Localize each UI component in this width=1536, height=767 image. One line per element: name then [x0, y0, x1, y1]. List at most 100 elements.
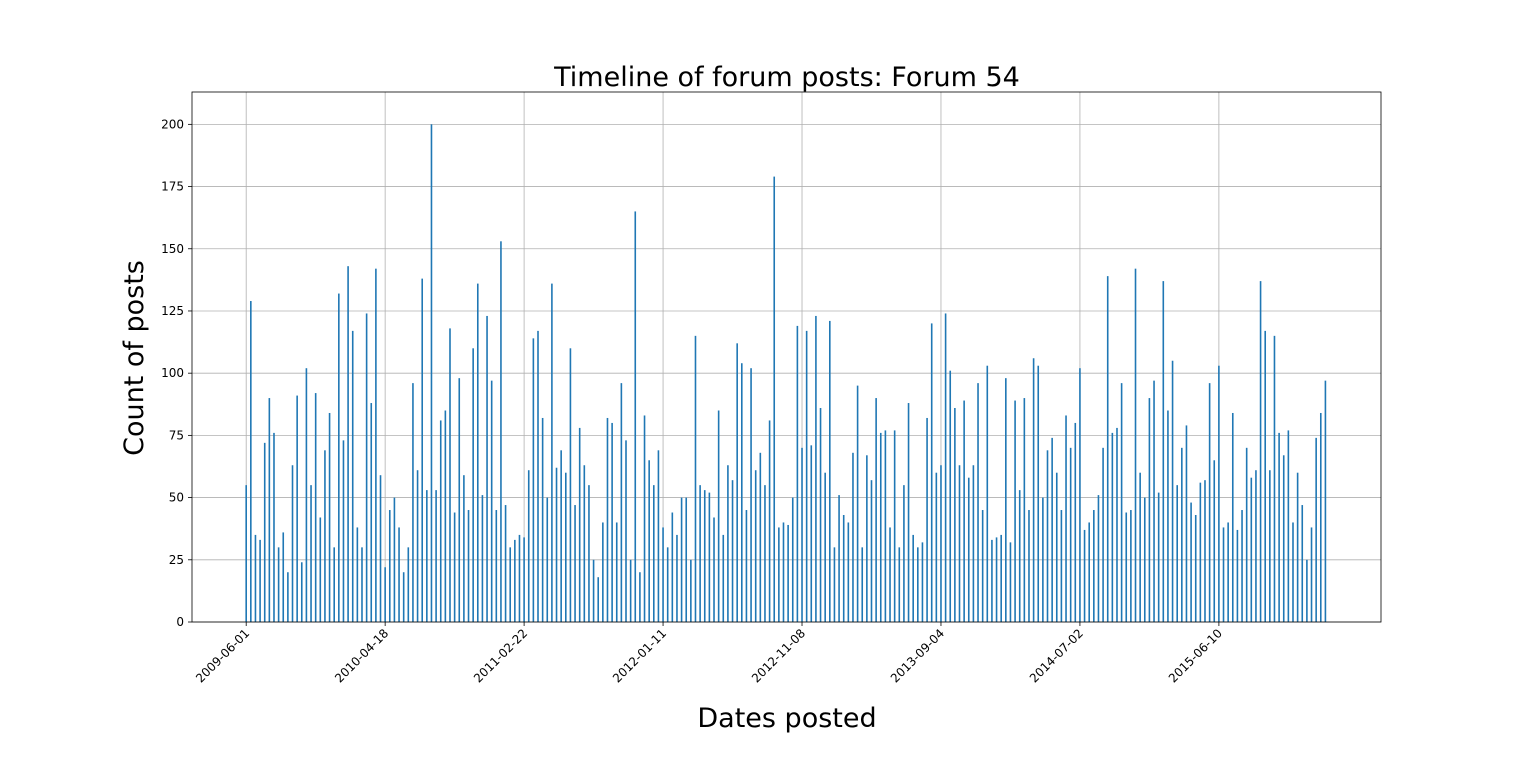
bar [879, 432, 882, 622]
bar [574, 505, 576, 622]
bar [1005, 378, 1007, 622]
bar [314, 393, 317, 622]
bar [912, 534, 914, 622]
bar [254, 534, 257, 622]
y-tick-label: 175 [161, 180, 184, 194]
bar [1227, 522, 1229, 622]
bar [1083, 529, 1086, 622]
bar [1032, 358, 1035, 622]
bar [509, 547, 512, 622]
y-tick-label: 75 [169, 428, 184, 442]
bar [263, 442, 266, 622]
bar [852, 452, 854, 622]
bar [875, 398, 877, 622]
bar [273, 432, 275, 622]
bar [444, 410, 447, 622]
bar [944, 313, 947, 622]
bar [1065, 415, 1067, 622]
bar [458, 378, 461, 622]
bar [639, 572, 641, 622]
bar [1245, 447, 1248, 622]
bar [680, 497, 683, 622]
bar [1315, 437, 1317, 622]
bar [412, 383, 414, 622]
bar [754, 470, 757, 622]
bar [430, 124, 433, 623]
bar [1222, 527, 1225, 622]
bars [245, 124, 1327, 623]
bar [699, 485, 701, 622]
bar [333, 547, 335, 622]
bar [1185, 425, 1188, 622]
bar [592, 559, 595, 622]
bar [787, 524, 789, 622]
bar [615, 522, 618, 622]
bar [1162, 281, 1165, 622]
bar [1042, 497, 1044, 622]
bar [731, 480, 734, 622]
bar [486, 315, 488, 622]
bar [268, 398, 271, 622]
bar [1069, 447, 1072, 622]
bar [1282, 455, 1285, 622]
bar [402, 572, 405, 622]
bar [1079, 368, 1081, 622]
bar [1102, 447, 1104, 622]
bar [819, 408, 822, 622]
bar [250, 301, 252, 622]
bar [759, 452, 762, 622]
bar [1157, 492, 1160, 622]
bar [685, 497, 688, 622]
bar [407, 547, 410, 622]
bar [393, 497, 396, 622]
bar [305, 368, 308, 622]
bar [1028, 510, 1030, 622]
bar [1009, 542, 1012, 622]
y-axis-label: Count of posts [119, 260, 150, 456]
bar [930, 323, 933, 622]
bar [463, 475, 465, 622]
bar [560, 450, 562, 622]
bar [527, 470, 530, 622]
bar [546, 497, 549, 622]
bar [1116, 427, 1118, 622]
bar [287, 572, 289, 622]
bar [514, 539, 516, 622]
bar [921, 542, 924, 622]
bar [1148, 398, 1151, 622]
bar [555, 467, 558, 622]
bar [666, 547, 669, 622]
bar [652, 485, 655, 622]
bar [578, 427, 581, 622]
bar [1319, 412, 1322, 622]
bar [926, 417, 928, 622]
bar [388, 510, 391, 622]
y-tick-label: 125 [161, 304, 184, 318]
bar [824, 472, 826, 622]
bar [791, 497, 794, 622]
bar [940, 465, 942, 622]
bar [296, 395, 298, 622]
bar [995, 537, 998, 622]
bar [1194, 515, 1197, 622]
bar [870, 480, 873, 622]
bar [347, 266, 349, 622]
bar [967, 477, 970, 622]
bar [518, 534, 521, 622]
bar [611, 422, 613, 622]
bar [421, 278, 424, 622]
bar [1037, 365, 1040, 622]
bar [1088, 522, 1090, 622]
bar [662, 527, 664, 622]
bar [328, 412, 331, 622]
bar [1241, 510, 1243, 622]
bar [1134, 268, 1137, 622]
bar [495, 510, 498, 622]
bar [893, 430, 896, 622]
bar [1018, 490, 1021, 622]
bar [1301, 505, 1304, 622]
bar [361, 547, 363, 622]
bar [805, 330, 808, 622]
